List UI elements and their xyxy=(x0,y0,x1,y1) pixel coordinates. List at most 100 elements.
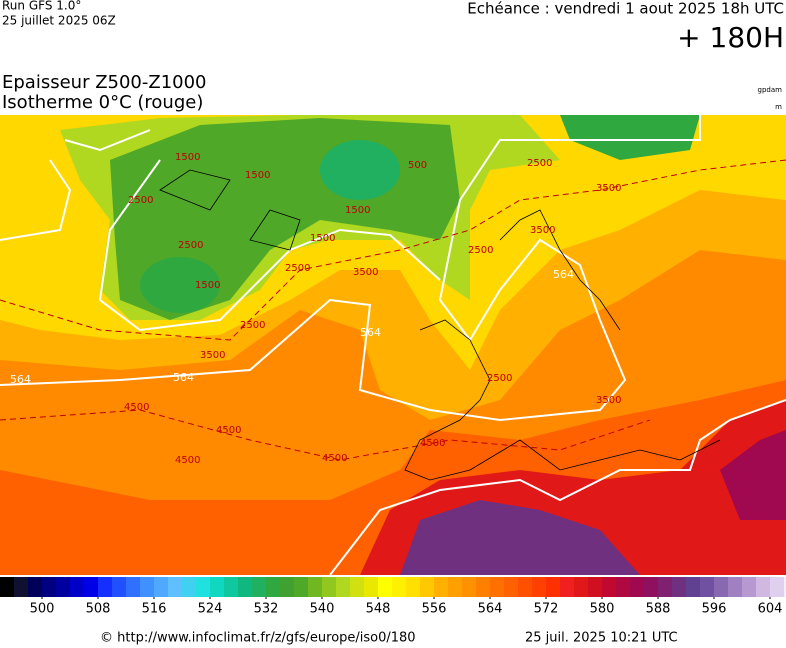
colorbar-cell xyxy=(196,577,210,597)
lead-time: + 180H xyxy=(677,21,784,54)
contour-label: 3500 xyxy=(530,225,555,236)
colorbar-cell xyxy=(154,577,168,597)
colorbar-label: 588 xyxy=(646,602,671,617)
colorbar-cell xyxy=(602,577,616,597)
contour-label: 1500 xyxy=(245,170,270,181)
colorbar-cell xyxy=(420,577,434,597)
colorbar-cell xyxy=(42,577,56,597)
colorbar-cell xyxy=(378,577,392,597)
colorbar-cell xyxy=(350,577,364,597)
colorbar-cell xyxy=(406,577,420,597)
subtitle: Isotherme 0°C (rouge) xyxy=(2,92,203,113)
colorbar-cell xyxy=(210,577,224,597)
colorbar-cell xyxy=(14,577,28,597)
colorbar-cell xyxy=(574,577,588,597)
field xyxy=(400,500,640,575)
contour-label: 3500 xyxy=(596,183,621,194)
source-url: © http://www.infoclimat.fr/z/gfs/europe/… xyxy=(100,631,416,646)
field xyxy=(720,430,786,520)
field xyxy=(560,115,700,160)
colorbar-cell xyxy=(546,577,560,597)
contour-label: 2500 xyxy=(240,320,265,331)
colorbar-cell xyxy=(630,577,644,597)
contour-label: 4500 xyxy=(216,425,241,436)
colorbar-cell xyxy=(476,577,490,597)
colorbar-cell xyxy=(686,577,700,597)
colorbar-cell xyxy=(518,577,532,597)
contour-label: 2500 xyxy=(128,195,153,206)
colorbar-cell xyxy=(742,577,756,597)
contour-label: 2500 xyxy=(527,158,552,169)
run: Run GFS 1.0° xyxy=(2,0,81,13)
title: Epaisseur Z500-Z1000 xyxy=(2,72,207,93)
contour-label: 1500 xyxy=(195,280,220,291)
colorbar: 500 508 516 524 532 540 548 556 564 572 580 588 596 6… xyxy=(0,577,786,617)
field xyxy=(140,257,220,313)
colorbar-cell xyxy=(434,577,448,597)
contour-564 xyxy=(0,115,786,575)
colorbar-label: 524 xyxy=(198,602,223,617)
colorbar-cell xyxy=(70,577,84,597)
colorbar-cell xyxy=(644,577,658,597)
colorbar-cell xyxy=(28,577,42,597)
valid-time: Echéance : vendredi 1 aout 2025 18h UTC xyxy=(467,0,784,18)
contour-label: 4500 xyxy=(175,455,200,466)
colorbar-cell xyxy=(140,577,154,597)
contour-label: 2500 xyxy=(285,263,310,274)
colorbar-cell xyxy=(126,577,140,597)
colorbar-cell xyxy=(364,577,378,597)
colorbar-cell xyxy=(490,577,504,597)
coastline xyxy=(159,169,721,481)
colorbar-label: 532 xyxy=(254,602,279,617)
colorbar-cell xyxy=(266,577,280,597)
colorbar-cell xyxy=(336,577,350,597)
contour-label: 1500 xyxy=(175,152,200,163)
colorbar-cell xyxy=(532,577,546,597)
colorbar-cell xyxy=(784,577,786,597)
colorbar-cell xyxy=(56,577,70,597)
colorbar-label: 564 xyxy=(478,602,503,617)
contour-label: 564 xyxy=(360,326,381,339)
colorbar-cell xyxy=(224,577,238,597)
unit: gpdam xyxy=(758,86,783,94)
colorbar-label: 580 xyxy=(590,602,615,617)
unit: m xyxy=(775,103,782,111)
colorbar-cell xyxy=(714,577,728,597)
colorbar-cell xyxy=(0,577,14,597)
colorbar-cell xyxy=(112,577,126,597)
contour-label: 1500 xyxy=(310,233,335,244)
colorbar-label: 516 xyxy=(142,602,167,617)
colorbar-cell xyxy=(280,577,294,597)
colorbar-cell xyxy=(588,577,602,597)
colorbar-cell xyxy=(322,577,336,597)
colorbar-cell xyxy=(616,577,630,597)
colorbar-cell xyxy=(560,577,574,597)
map: 1500 2500 1500 2500 1500 1500 1500 500 2… xyxy=(0,115,786,575)
colorbar-cell xyxy=(84,577,98,597)
contour-label: 2500 xyxy=(468,245,493,256)
colorbar-cell xyxy=(658,577,672,597)
colorbar-cell xyxy=(182,577,196,597)
colorbar-cell xyxy=(504,577,518,597)
contour-label: 3500 xyxy=(353,267,378,278)
colorbar-label: 604 xyxy=(758,602,783,617)
colorbar-label: 508 xyxy=(86,602,111,617)
colorbar-label: 596 xyxy=(702,602,727,617)
contour-label: 564 xyxy=(173,371,194,384)
colorbar-label: 548 xyxy=(366,602,391,617)
contour-label: 2500 xyxy=(487,373,512,384)
contour-label: 3500 xyxy=(200,350,225,361)
contour-label: 564 xyxy=(553,268,574,281)
run-date: 25 juillet 2025 06Z xyxy=(2,14,116,28)
colorbar-cell xyxy=(168,577,182,597)
contour-label: 1500 xyxy=(345,205,370,216)
colorbar-cell xyxy=(392,577,406,597)
contour-label: 500 xyxy=(408,160,427,171)
contour-label: 4500 xyxy=(420,438,445,449)
colorbar-cell xyxy=(700,577,714,597)
contour-label: 3500 xyxy=(596,395,621,406)
field xyxy=(320,140,400,200)
colorbar-label: 572 xyxy=(534,602,559,617)
